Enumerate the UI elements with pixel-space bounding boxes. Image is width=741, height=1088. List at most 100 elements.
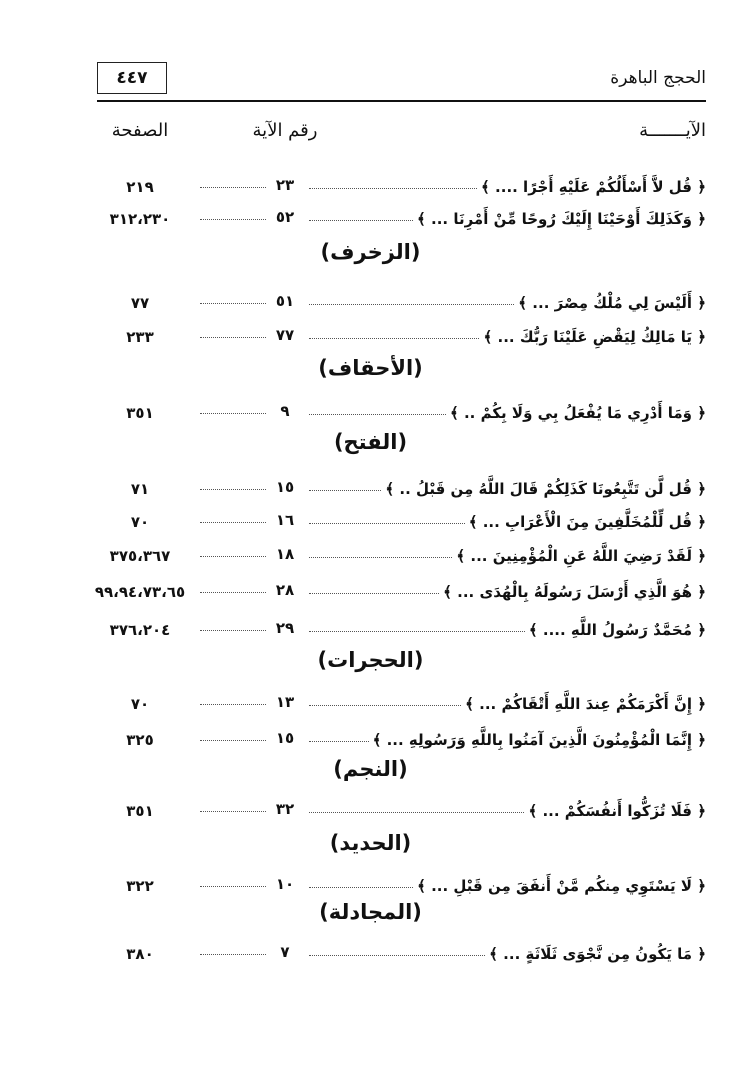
verse-cell: ﴿ مُحَمَّدٌ رَسُولُ اللَّهِ .... ﴾ — [305, 611, 706, 639]
dot-leader — [200, 489, 266, 490]
page-reference: ٣٨٠ — [126, 945, 154, 963]
verse-cell: ﴿ فَلَا تُزَكُّوا أَنفُسَكُمْ ... ﴾ — [305, 792, 706, 820]
page-reference: ٧٠ — [130, 513, 150, 531]
verse-cell: ﴿ وَمَا أَدْرِي مَا يُفْعَلُ بِي وَلَا ب… — [305, 394, 706, 422]
verse-text: ﴿ وَمَا أَدْرِي مَا يُفْعَلُ بِي وَلَا ب… — [449, 404, 706, 422]
page-reference: ٣٥١ — [126, 404, 154, 422]
verse-text: ﴿ يَا مَالِكُ لِيَقْضِ عَلَيْنَا رَبُّكَ… — [483, 328, 706, 346]
index-row: ﴿ إِنَّ أَكْرَمَكُمْ عِندَ اللَّهِ أَتْق… — [0, 685, 741, 713]
dot-leader — [200, 811, 266, 812]
page-reference: ٧٧ — [130, 294, 150, 312]
verse-cell: ﴿ إِنَّ أَكْرَمَكُمْ عِندَ اللَّهِ أَتْق… — [305, 685, 706, 713]
index-row: ﴿ هُوَ الَّذِي أَرْسَلَ رَسُولَهُ بِالْه… — [0, 573, 741, 601]
ayah-number: ١٨ — [275, 545, 295, 563]
dot-leader — [200, 337, 266, 338]
verse-text: ﴿ لَقَدْ رَضِيَ اللَّهُ عَنِ الْمُؤْمِنِ… — [456, 547, 706, 565]
index-row: ﴿ قُل لَّن تَتَّبِعُونَا كَذَلِكُمْ قَال… — [0, 470, 741, 498]
dot-leader — [309, 188, 478, 189]
dot-leader — [200, 556, 266, 557]
verse-text: ﴿ هُوَ الَّذِي أَرْسَلَ رَسُولَهُ بِالْه… — [443, 583, 706, 601]
dot-leader — [200, 219, 266, 220]
index-row: ﴿ إِنَّمَا الْمُؤْمِنُونَ الَّذِينَ آمَن… — [0, 721, 741, 749]
ayah-number: ٢٨ — [275, 581, 295, 599]
verse-cell: ﴿ أَلَيْسَ لِي مُلْكُ مِصْرَ ... ﴾ — [305, 284, 706, 312]
verse-text: ﴿ أَلَيْسَ لِي مُلْكُ مِصْرَ ... ﴾ — [518, 294, 706, 312]
header-rule — [97, 100, 706, 102]
dot-leader — [309, 631, 525, 632]
ayah-number: ٥١ — [275, 292, 295, 310]
page-reference: ٢١٩ — [126, 178, 154, 196]
dot-leader — [200, 187, 266, 188]
dot-leader — [200, 954, 266, 955]
surah-heading: (النجم) — [333, 757, 408, 781]
ayah-number: ٣٢ — [275, 800, 295, 818]
ayah-number: ١٠ — [275, 875, 295, 893]
surah-heading: (الحجرات) — [317, 648, 424, 672]
dot-leader — [309, 705, 462, 706]
index-row: ﴿ وَكَذَلِكَ أَوْحَيْنَا إِلَيْكَ رُوحًا… — [0, 200, 741, 228]
verse-cell: ﴿ وَكَذَلِكَ أَوْحَيْنَا إِلَيْكَ رُوحًا… — [305, 200, 706, 228]
index-row: ﴿ يَا مَالِكُ لِيَقْضِ عَلَيْنَا رَبُّكَ… — [0, 318, 741, 346]
surah-heading: (الزخرف) — [320, 240, 421, 264]
dot-leader — [309, 338, 480, 339]
verse-text: ﴿ إِنَّمَا الْمُؤْمِنُونَ الَّذِينَ آمَن… — [372, 731, 706, 749]
index-row: ﴿ قُل لِّلْمُخَلَّفِينَ مِنَ الْأَعْرَاب… — [0, 503, 741, 531]
dot-leader — [309, 304, 515, 305]
verse-cell: ﴿ قُل لَّن تَتَّبِعُونَا كَذَلِكُمْ قَال… — [305, 470, 706, 498]
ayah-number: ٩ — [280, 402, 290, 420]
ayah-number: ٢٩ — [275, 619, 295, 637]
index-row: ﴿ مَا يَكُونُ مِن نَّجْوَى ثَلَاثَةٍ ...… — [0, 935, 741, 963]
index-row: ﴿ أَلَيْسَ لِي مُلْكُ مِصْرَ ... ﴾ ٥١ ٧٧ — [0, 284, 741, 312]
verse-cell: ﴿ يَا مَالِكُ لِيَقْضِ عَلَيْنَا رَبُّكَ… — [305, 318, 706, 346]
page-reference: ٣٧٥،٣٦٧ — [109, 547, 171, 565]
index-row: ﴿ لَا يَسْتَوِي مِنكُم مَّنْ أَنفَقَ مِن… — [0, 867, 741, 895]
page-reference: ٩٩،٩٤،٧٣،٦٥ — [94, 583, 186, 601]
verse-text: ﴿ وَكَذَلِكَ أَوْحَيْنَا إِلَيْكَ رُوحًا… — [417, 210, 706, 228]
dot-leader — [309, 523, 465, 524]
verse-text: ﴿ مُحَمَّدٌ رَسُولُ اللَّهِ .... ﴾ — [528, 621, 706, 639]
verse-text: ﴿ قُل لَّن تَتَّبِعُونَا كَذَلِكُمْ قَال… — [385, 480, 706, 498]
page-reference: ٣٥١ — [126, 802, 154, 820]
verse-text: ﴿ فَلَا تُزَكُّوا أَنفُسَكُمْ ... ﴾ — [528, 802, 706, 820]
ayah-number: ٧٧ — [275, 326, 295, 344]
surah-heading: (المجادلة) — [319, 900, 422, 924]
dot-leader — [309, 887, 414, 888]
ayah-number: ١٥ — [275, 478, 295, 496]
ayah-number: ٢٣ — [275, 176, 295, 194]
dot-leader — [200, 522, 266, 523]
page-reference: ٣١٢،٢٣٠ — [109, 210, 171, 228]
dot-leader — [309, 812, 525, 813]
dot-leader — [309, 414, 446, 415]
verse-cell: ﴿ قُل لاَّ أَسْأَلُكُمْ عَلَيْهِ أَجْرًا… — [305, 168, 706, 196]
index-row: ﴿ لَقَدْ رَضِيَ اللَّهُ عَنِ الْمُؤْمِنِ… — [0, 537, 741, 565]
surah-heading: (الفتح) — [333, 430, 408, 454]
dot-leader — [200, 886, 266, 887]
dot-leader — [200, 630, 266, 631]
index-row: ﴿ مُحَمَّدٌ رَسُولُ اللَّهِ .... ﴾ ٢٩ ٣٧… — [0, 611, 741, 639]
dot-leader — [200, 413, 266, 414]
ayah-number: ١٦ — [275, 511, 295, 529]
verse-text: ﴿ قُل لِّلْمُخَلَّفِينَ مِنَ الْأَعْرَاب… — [468, 513, 706, 531]
verse-cell: ﴿ هُوَ الَّذِي أَرْسَلَ رَسُولَهُ بِالْه… — [305, 573, 706, 601]
verse-cell: ﴿ مَا يَكُونُ مِن نَّجْوَى ثَلَاثَةٍ ...… — [305, 935, 706, 963]
page-reference: ٧١ — [130, 480, 150, 498]
dot-leader — [309, 557, 453, 558]
ayah-number: ١٣ — [275, 693, 295, 711]
dot-leader — [200, 704, 266, 705]
dot-leader — [200, 592, 266, 593]
dot-leader — [200, 303, 266, 304]
ayah-number: ١٥ — [275, 729, 295, 747]
verse-cell: ﴿ لَا يَسْتَوِي مِنكُم مَّنْ أَنفَقَ مِن… — [305, 867, 706, 895]
verse-text: ﴿ إِنَّ أَكْرَمَكُمْ عِندَ اللَّهِ أَتْق… — [465, 695, 706, 713]
column-header-ayah-number: رقم الآية — [252, 120, 318, 141]
page-number: ٤٤٧ — [97, 62, 167, 94]
index-row: ﴿ قُل لاَّ أَسْأَلُكُمْ عَلَيْهِ أَجْرًا… — [0, 168, 741, 196]
ayah-number: ٥٢ — [275, 208, 295, 226]
dot-leader — [309, 741, 369, 742]
column-header-page: الصفحة — [111, 120, 169, 141]
page-reference: ٧٠ — [130, 695, 150, 713]
surah-heading: (الحديد) — [329, 831, 412, 855]
dot-leader — [309, 220, 413, 221]
dot-leader — [309, 593, 440, 594]
dot-leader — [200, 740, 266, 741]
